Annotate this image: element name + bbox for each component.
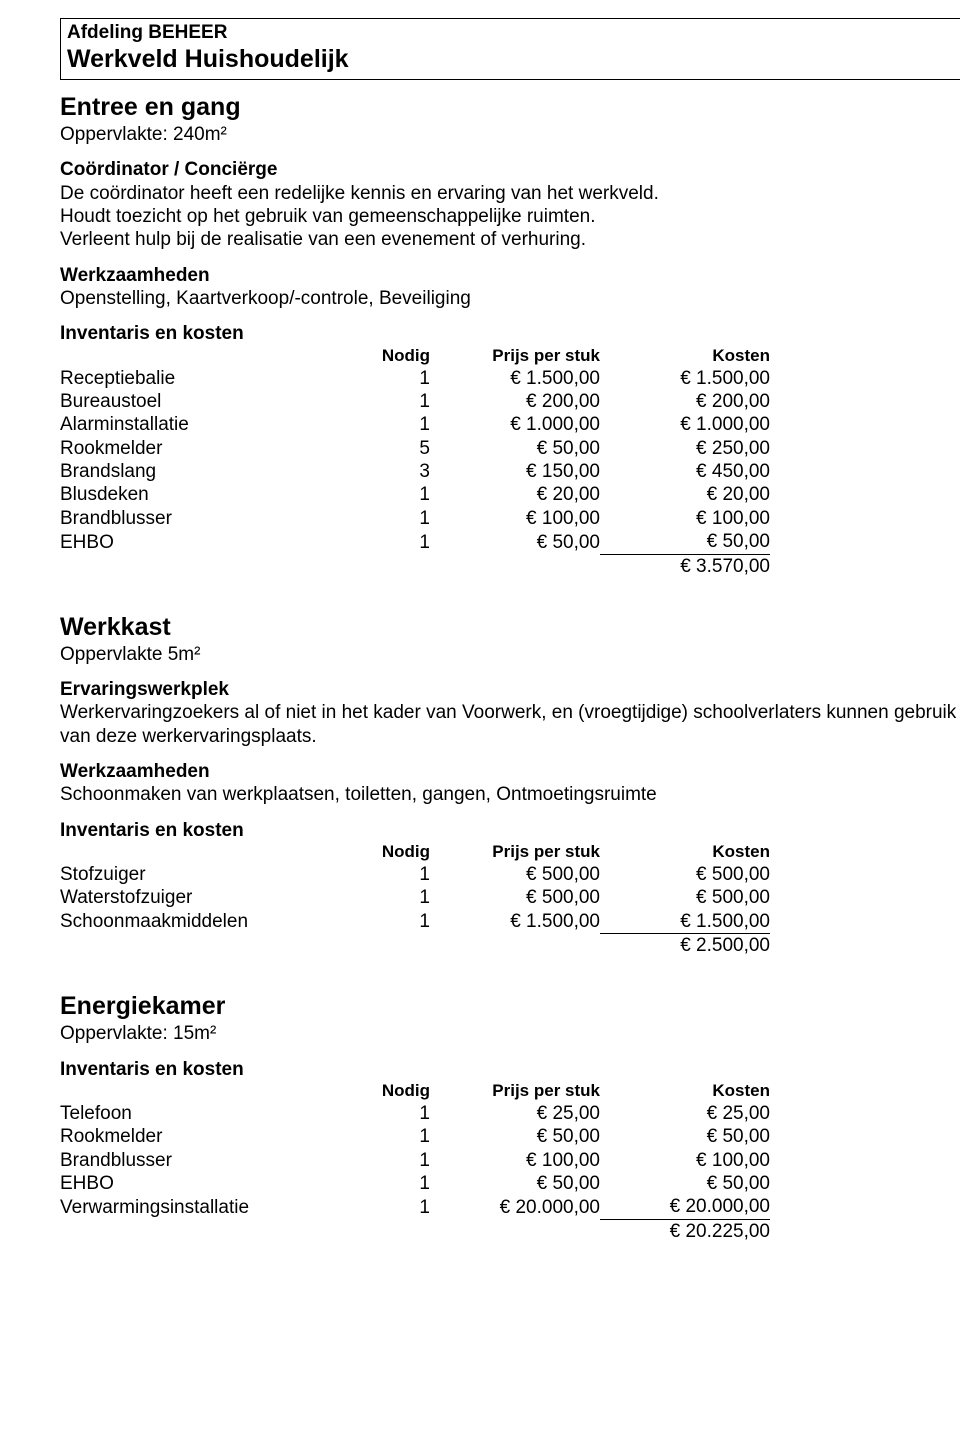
section1-total: € 3.570,00: [600, 554, 770, 578]
table-row: Stofzuiger1€ 500,00€ 500,00: [60, 863, 770, 886]
section1-werk-title: Werkzaamheden: [60, 264, 960, 287]
section2-title: Werkkast: [60, 612, 960, 643]
col-kosten: Kosten: [600, 842, 770, 863]
section3-inv-title: Inventaris en kosten: [60, 1058, 960, 1081]
section1-oppervlakte: Oppervlakte: 240m²: [60, 123, 960, 146]
col-prijs: Prijs per stuk: [430, 842, 600, 863]
col-prijs: Prijs per stuk: [430, 346, 600, 367]
col-kosten: Kosten: [600, 346, 770, 367]
section2-werk-text: Schoonmaken van werkplaatsen, toiletten,…: [60, 783, 960, 806]
section1-werk-text: Openstelling, Kaartverkoop/-controle, Be…: [60, 287, 960, 310]
header-werkveld: Werkveld Huishoudelijk: [67, 44, 960, 75]
table-row: Rookmelder5€ 50,00€ 250,00: [60, 437, 770, 460]
table-row: Brandslang3€ 150,00€ 450,00: [60, 460, 770, 483]
col-nodig: Nodig: [360, 346, 430, 367]
section3-total: € 20.225,00: [600, 1219, 770, 1243]
section1-role-title: Coördinator / Conciërge: [60, 158, 960, 181]
col-nodig: Nodig: [360, 1081, 430, 1102]
table-total-row: € 3.570,00: [60, 554, 770, 578]
table-header-row: Nodig Prijs per stuk Kosten: [60, 1081, 770, 1102]
table-row: Brandblusser1€ 100,00€ 100,00: [60, 1149, 770, 1172]
col-nodig: Nodig: [360, 842, 430, 863]
section1-title: Entree en gang: [60, 92, 960, 123]
section2-inv-title: Inventaris en kosten: [60, 819, 960, 842]
table-row: Verwarmingsinstallatie1€ 20.000,00€ 20.0…: [60, 1195, 770, 1219]
section1-role-text3: Verleent hulp bij de realisatie van een …: [60, 228, 960, 251]
section2-oppervlakte: Oppervlakte 5m²: [60, 643, 960, 666]
table-row: EHBO1€ 50,00€ 50,00: [60, 1172, 770, 1195]
table-row: Alarminstallatie1€ 1.000,00€ 1.000,00: [60, 413, 770, 436]
table-row: Telefoon1€ 25,00€ 25,00: [60, 1102, 770, 1125]
table-row: Receptiebalie1€ 1.500,00€ 1.500,00: [60, 367, 770, 390]
col-prijs: Prijs per stuk: [430, 1081, 600, 1102]
section2-table: Nodig Prijs per stuk Kosten Stofzuiger1€…: [60, 842, 770, 957]
section2-role-title: Ervaringswerkplek: [60, 678, 960, 701]
section1-table: Nodig Prijs per stuk Kosten Receptiebali…: [60, 346, 770, 578]
section2-werk-title: Werkzaamheden: [60, 760, 960, 783]
section2-total: € 2.500,00: [600, 934, 770, 958]
section3-table: Nodig Prijs per stuk Kosten Telefoon1€ 2…: [60, 1081, 770, 1243]
table-row: EHBO1€ 50,00€ 50,00: [60, 530, 770, 554]
section2-role-text1: Werkervaringzoekers al of niet in het ka…: [60, 701, 960, 748]
section3-title: Energiekamer: [60, 991, 960, 1022]
table-row: Brandblusser1€ 100,00€ 100,00: [60, 507, 770, 530]
table-row: Schoonmaakmiddelen1€ 1.500,00€ 1.500,00: [60, 910, 770, 934]
table-header-row: Nodig Prijs per stuk Kosten: [60, 346, 770, 367]
section1-role-text2: Houdt toezicht op het gebruik van gemeen…: [60, 205, 960, 228]
table-row: Bureaustoel1€ 200,00€ 200,00: [60, 390, 770, 413]
header-box: Afdeling BEHEER Werkveld Huishoudelijk: [60, 18, 960, 80]
header-afdeling: Afdeling BEHEER: [67, 21, 960, 44]
table-row: Rookmelder1€ 50,00€ 50,00: [60, 1125, 770, 1148]
table-header-row: Nodig Prijs per stuk Kosten: [60, 842, 770, 863]
table-row: Blusdeken1€ 20,00€ 20,00: [60, 483, 770, 506]
table-total-row: € 20.225,00: [60, 1219, 770, 1243]
table-row: Waterstofzuiger1€ 500,00€ 500,00: [60, 886, 770, 909]
section1-role-text1: De coördinator heeft een redelijke kenni…: [60, 182, 960, 205]
col-kosten: Kosten: [600, 1081, 770, 1102]
section1-inv-title: Inventaris en kosten: [60, 322, 960, 345]
section3-oppervlakte: Oppervlakte: 15m²: [60, 1022, 960, 1045]
table-total-row: € 2.500,00: [60, 934, 770, 958]
